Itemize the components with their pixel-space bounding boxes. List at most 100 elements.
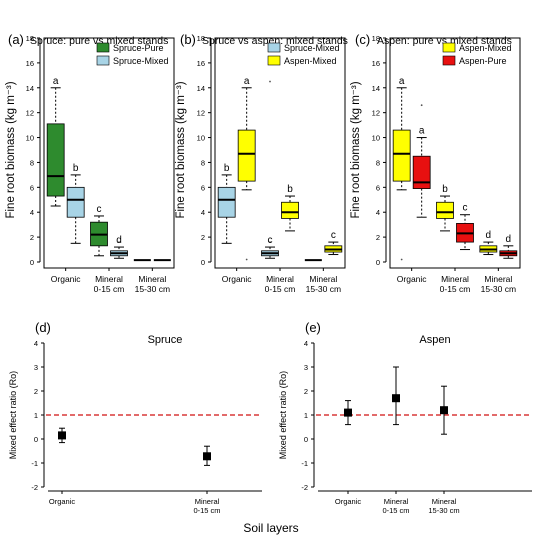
y-tick-label: 12 xyxy=(372,109,380,118)
panel-label: (c) xyxy=(355,32,370,47)
panel-label: (e) xyxy=(305,320,321,335)
y-tick-label: -2 xyxy=(301,483,308,492)
x-tick-label: Organic xyxy=(222,274,253,284)
y-tick-label: 18 xyxy=(372,34,380,43)
significance-letter: a xyxy=(53,76,59,87)
y-tick-label: 4 xyxy=(376,208,380,217)
x-tick-label: Mineral xyxy=(384,497,409,506)
box-body xyxy=(217,186,236,218)
legend-label: Spruce-Mixed xyxy=(113,56,169,66)
significance-letter: c xyxy=(463,203,468,214)
box-1-0: c xyxy=(261,80,279,259)
box-2-1: c xyxy=(324,230,343,256)
box-body xyxy=(66,186,85,218)
mean-marker xyxy=(58,431,66,440)
error-point-0 xyxy=(344,400,352,426)
significance-letter: c xyxy=(97,204,102,215)
y-tick-label: 18 xyxy=(26,34,34,43)
y-tick-label: 10 xyxy=(26,134,34,143)
legend-label: Spruce-Mixed xyxy=(284,43,340,53)
plot-frame xyxy=(214,37,346,269)
outlier-point xyxy=(269,80,271,83)
significance-letter: a xyxy=(419,126,425,137)
x-tick-sublabel: 0-15 cm xyxy=(265,284,296,294)
error-point-1 xyxy=(392,366,400,426)
panel-d: (d) -2 -1 0 1 2 3 4 Mixed effect ratio (Ro) Spruc… xyxy=(8,320,262,515)
x-tick-label: Mineral xyxy=(309,274,337,284)
x-tick-label: Mineral xyxy=(432,497,457,506)
y-tick-label: 0 xyxy=(304,435,308,444)
x-tick-label: Mineral xyxy=(95,274,123,284)
x-tick-sublabel: 0-15 cm xyxy=(382,506,409,515)
y-tick-label: 14 xyxy=(197,84,205,93)
significance-letter: a xyxy=(244,76,250,87)
y-tick-label: 10 xyxy=(372,134,380,143)
y-tick-label: 0 xyxy=(376,258,380,267)
outlier-point xyxy=(269,241,271,243)
y-tick-label: 2 xyxy=(304,387,308,396)
y-axis-label: Mixed effect ratio (Ro) xyxy=(8,371,18,459)
mean-marker xyxy=(392,394,400,403)
y-tick-label: -1 xyxy=(31,459,38,468)
significance-letter: d xyxy=(116,235,122,246)
box-2-0: d xyxy=(479,230,498,256)
significance-letter: c xyxy=(331,230,336,241)
mean-marker xyxy=(203,452,211,461)
x-tick-sublabel: 0-15 cm xyxy=(193,506,220,515)
y-tick-label: 1 xyxy=(34,411,38,420)
significance-letter: b xyxy=(224,163,230,174)
x-tick-sublabel: 0-15 cm xyxy=(440,284,471,294)
y-axis-label: Fine root biomass (kg m⁻³) xyxy=(5,81,17,218)
y-tick-label: 8 xyxy=(30,158,34,167)
legend-label: Aspen-Mixed xyxy=(459,43,512,53)
y-tick-label: 4 xyxy=(201,208,205,217)
box-0-1: b xyxy=(66,163,85,244)
x-tick-label: Organic xyxy=(397,274,428,284)
panel-title: Spruce xyxy=(148,334,183,346)
box-body xyxy=(237,129,256,182)
significance-letter: a xyxy=(399,76,405,87)
box-1-1: c xyxy=(456,203,474,251)
x-tick-label: Organic xyxy=(49,497,76,506)
legend-swatch xyxy=(267,55,281,66)
legend-swatch xyxy=(96,55,110,66)
outlier-point xyxy=(400,258,403,261)
legend: Spruce-Pure Spruce-Mixed xyxy=(96,42,169,66)
y-tick-label: 4 xyxy=(34,339,38,348)
outlier-point xyxy=(245,258,248,261)
x-tick-label: Organic xyxy=(51,274,82,284)
legend-swatch xyxy=(96,42,110,53)
y-tick-label: 18 xyxy=(197,34,205,43)
y-tick-label: -2 xyxy=(31,483,38,492)
box-1-0: b xyxy=(436,184,454,232)
y-tick-label: 10 xyxy=(197,134,205,143)
x-tick-label: Mineral xyxy=(266,274,294,284)
box-0-1: a xyxy=(412,104,431,218)
panel-label: (d) xyxy=(35,320,51,335)
y-tick-label: 16 xyxy=(26,59,34,68)
x-tick-sublabel: 15-30 cm xyxy=(135,284,170,294)
x-tick-sublabel: 15-30 cm xyxy=(428,506,459,515)
y-tick-label: 0 xyxy=(201,258,205,267)
y-tick-label: 2 xyxy=(376,233,380,242)
box-0-0: a xyxy=(392,76,411,261)
y-tick-label: 16 xyxy=(372,59,380,68)
y-tick-label: 2 xyxy=(34,387,38,396)
legend-swatch xyxy=(267,42,281,53)
panel-b: (b) 0 2 4 6 8 10 12 14 16 18 Fine root biomass (kg … xyxy=(175,32,348,294)
y-axis-label: Fine root biomass (kg m⁻³) xyxy=(350,81,362,218)
panel-title: Aspen: pure vs mixed stands xyxy=(377,35,512,47)
outlier-point xyxy=(118,241,120,243)
y-tick-label: 8 xyxy=(201,158,205,167)
y-tick-label: 1 xyxy=(304,411,308,420)
y-tick-label: 2 xyxy=(201,233,205,242)
error-point-2 xyxy=(440,385,448,435)
box-1-0: c xyxy=(90,204,108,257)
y-tick-label: 2 xyxy=(30,233,34,242)
legend-label: Aspen-Mixed xyxy=(284,56,337,66)
legend: Aspen-Mixed Aspen-Pure xyxy=(442,42,512,66)
mean-marker xyxy=(440,406,448,415)
y-tick-label: 6 xyxy=(201,183,205,192)
